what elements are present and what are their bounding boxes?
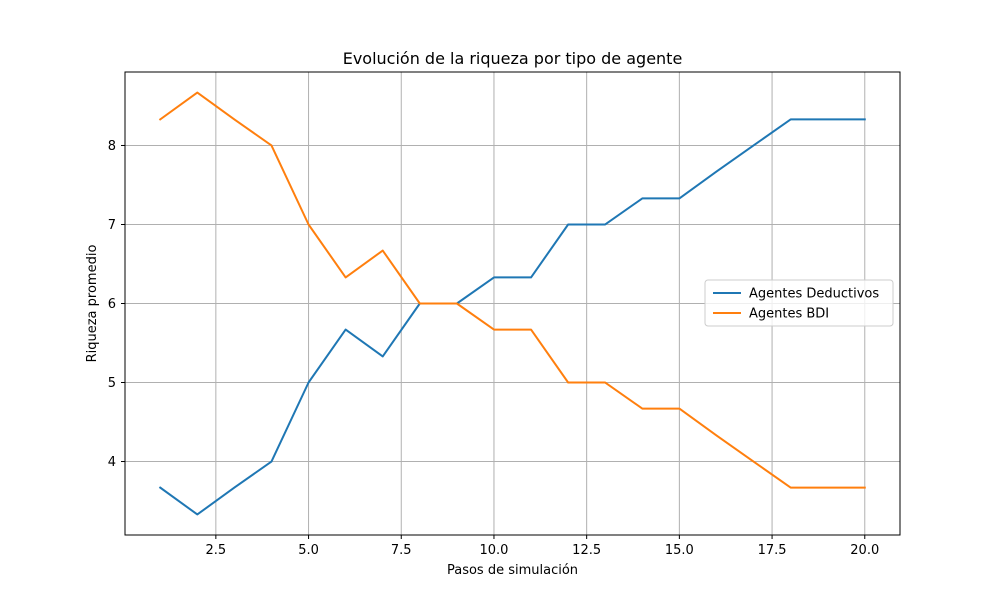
x-axis-label: Pasos de simulación [447, 563, 578, 578]
y-tick-label: 7 [108, 218, 116, 233]
series-line-2 [158, 91, 866, 489]
y-tick-label: 4 [108, 455, 116, 470]
x-tick-label: 2.5 [206, 543, 227, 558]
series-line-1 [158, 118, 866, 516]
y-tick-label: 5 [108, 376, 116, 391]
x-tick-label: 17.5 [758, 543, 787, 558]
x-tick-label: 10.0 [479, 543, 508, 558]
y-tick-label: 8 [108, 139, 116, 154]
y-tick-label: 6 [108, 297, 116, 312]
y-axis-ticks: 4 5 6 7 8 [108, 139, 125, 470]
x-tick-label: 15.0 [665, 543, 694, 558]
series-lines [158, 91, 866, 516]
y-axis-label: Riqueza promedio [85, 245, 100, 363]
legend-label: Agentes BDI [749, 307, 829, 322]
x-tick-label: 20.0 [850, 543, 879, 558]
chart-title: Evolución de la riqueza por tipo de agen… [343, 49, 683, 68]
legend-box [704, 279, 894, 327]
x-axis-ticks: 2.5 5.0 7.5 10.0 12.5 15.0 17.5 20.0 [206, 535, 879, 558]
legend-label: Agentes Deductivos [749, 287, 879, 302]
x-tick-label: 7.5 [391, 543, 412, 558]
x-tick-label: 12.5 [572, 543, 601, 558]
legend: Agentes Deductivos Agentes BDI [704, 279, 894, 327]
x-tick-label: 5.0 [298, 543, 319, 558]
